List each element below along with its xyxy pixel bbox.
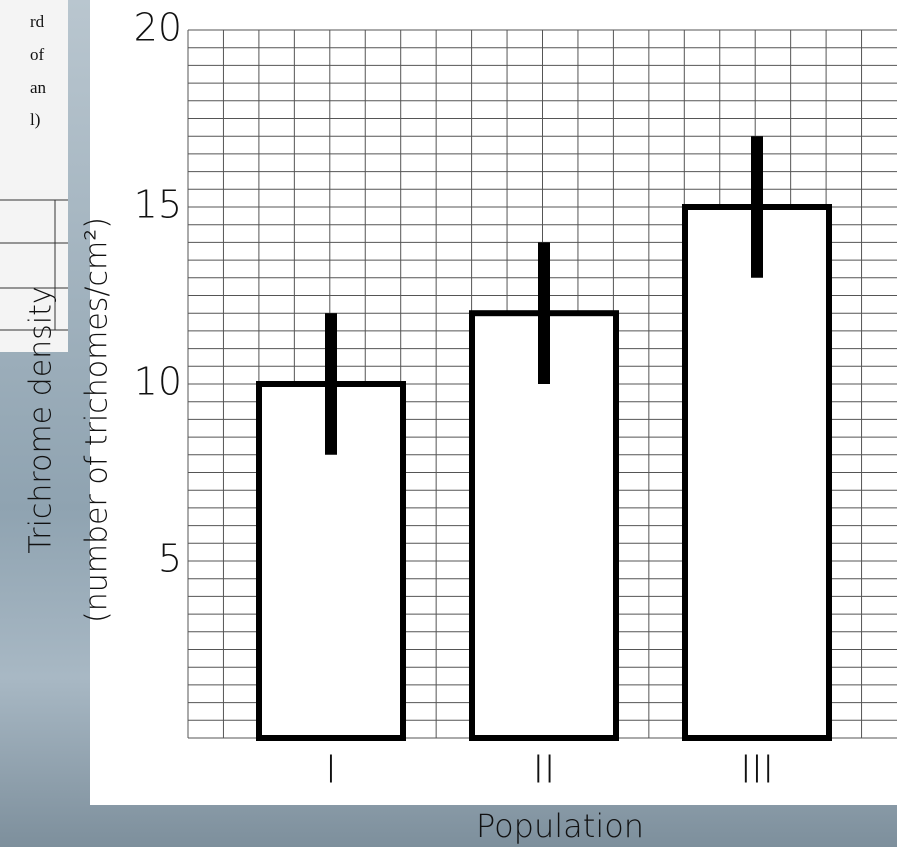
y-tick-label: 15	[134, 183, 182, 227]
table-text: of	[30, 45, 45, 64]
x-tick-label: I	[325, 748, 336, 792]
x-tick-label: III	[740, 748, 774, 792]
x-tick-label: II	[533, 748, 555, 792]
y-axis-subtitle: (number of trichomes/cm²)	[80, 217, 115, 623]
bar	[685, 207, 829, 738]
chart: rd of an l) Trichrome density (number of…	[0, 0, 897, 847]
y-tick-label: 20	[134, 6, 182, 50]
y-tick-label: 10	[134, 360, 182, 404]
table-text: an	[30, 78, 47, 97]
table-text: l)	[30, 110, 40, 129]
y-axis-title: Trichrome density	[24, 286, 59, 553]
y-tick-label: 5	[158, 537, 182, 581]
x-axis-title: Population	[476, 807, 644, 845]
page: rd of an l) Trichrome density (number of…	[0, 0, 897, 847]
table-text: rd	[30, 12, 45, 31]
